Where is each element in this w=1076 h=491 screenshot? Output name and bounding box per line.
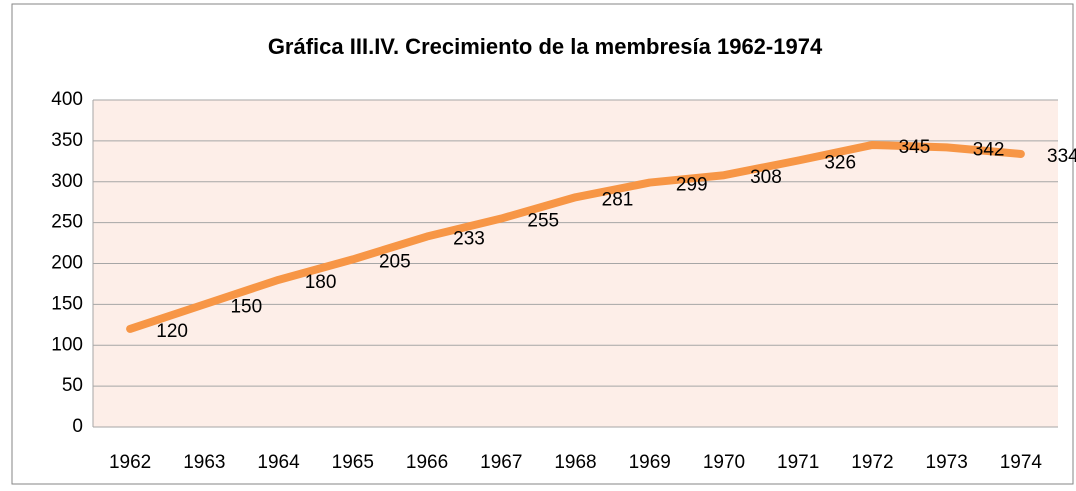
data-label: 342: [973, 139, 1005, 160]
x-tick-label: 1972: [851, 452, 893, 473]
x-tick-label: 1971: [777, 452, 819, 473]
data-label: 180: [305, 272, 337, 293]
x-tick-label: 1974: [1000, 452, 1043, 473]
y-tick-label: 350: [51, 130, 83, 151]
x-tick-label: 1966: [406, 452, 448, 473]
x-tick-label: 1963: [183, 452, 225, 473]
y-tick-label: 400: [51, 89, 83, 110]
data-label: 308: [750, 167, 782, 188]
x-tick-label: 1968: [554, 452, 596, 473]
chart-title: Gráfica III.IV. Crecimiento de la membre…: [268, 34, 823, 59]
x-tick-label: 1964: [257, 452, 300, 473]
y-tick-label: 150: [51, 293, 83, 314]
y-tick-label: 300: [51, 171, 83, 192]
data-label: 150: [230, 296, 262, 317]
x-tick-label: 1965: [332, 452, 374, 473]
x-tick-label: 1962: [109, 452, 151, 473]
x-tick-label: 1967: [480, 452, 522, 473]
y-tick-label: 250: [51, 212, 83, 233]
data-label: 281: [602, 189, 634, 210]
x-tick-label: 1973: [926, 452, 968, 473]
data-label: 326: [824, 153, 856, 174]
line: [126, 140, 1025, 333]
data-label: 345: [899, 137, 931, 158]
data-label: 205: [379, 251, 411, 272]
y-tick-label: 50: [62, 375, 83, 396]
data-label: 233: [453, 229, 485, 250]
data-label: 255: [527, 211, 559, 232]
y-tick-label: 0: [72, 416, 83, 437]
data-label: 299: [676, 175, 708, 196]
y-tick-label: 100: [51, 334, 83, 355]
x-tick-label: 1969: [629, 452, 671, 473]
data-label: 120: [156, 321, 188, 342]
data-label: 334: [1047, 146, 1076, 167]
x-tick-label: 1970: [703, 452, 745, 473]
y-tick-label: 200: [51, 253, 83, 274]
